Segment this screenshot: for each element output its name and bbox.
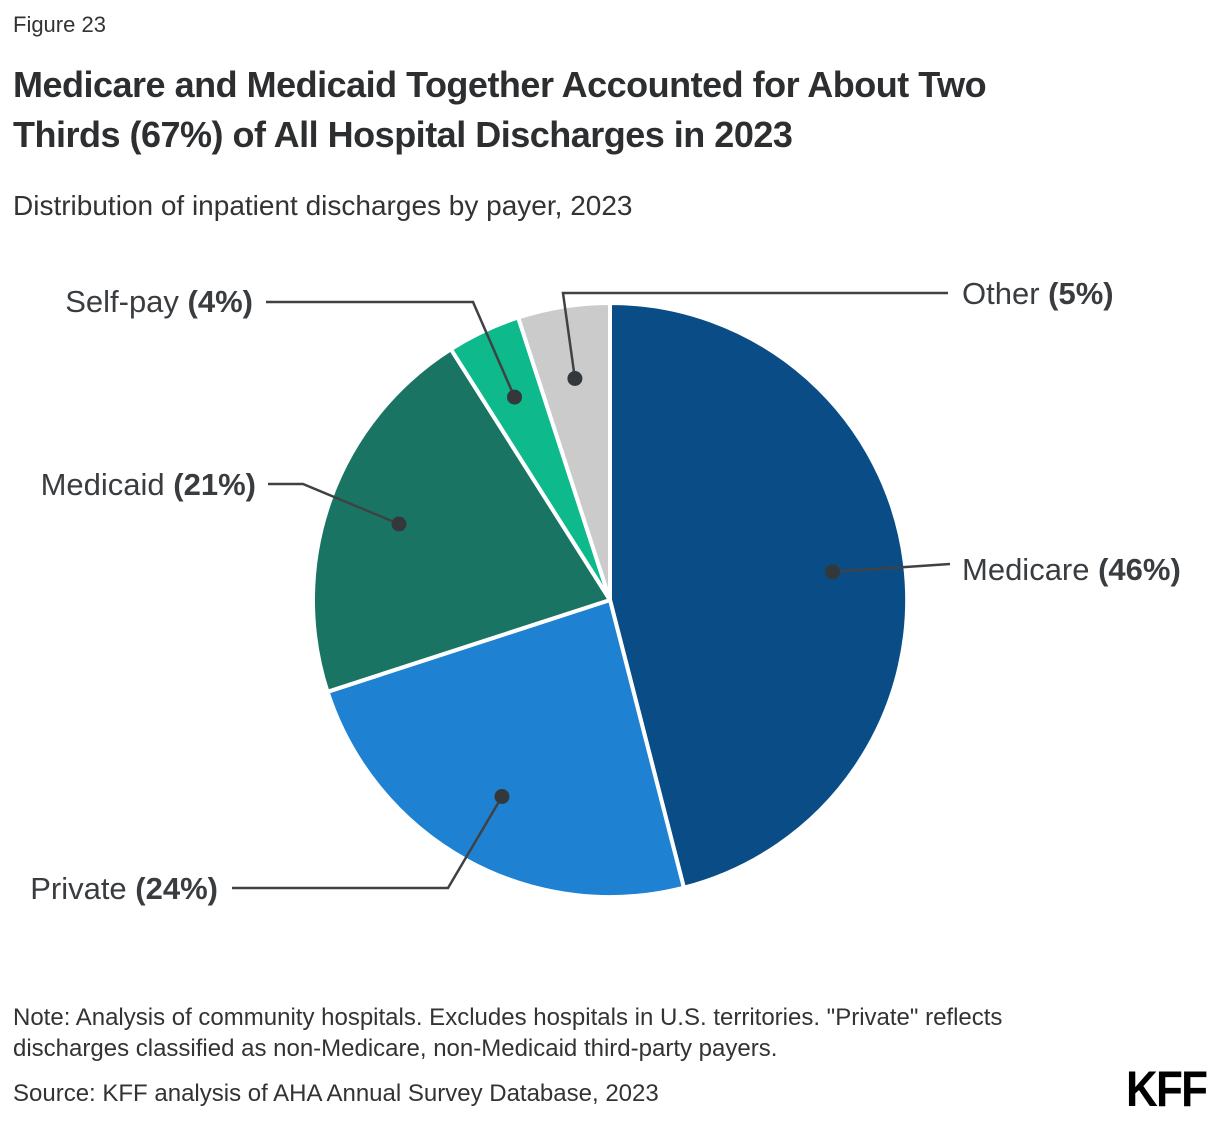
slice-label-name: Other [962,276,1049,311]
slice-label-other: Other (5%) [962,273,1114,315]
kff-logo: KFF [1125,1061,1208,1117]
note-line1: Note: Analysis of community hospitals. E… [13,1004,1003,1031]
slice-label-name: Medicaid [40,467,174,502]
slice-label-self-pay: Self-pay (4%) [65,281,253,323]
leader-line-self-pay [266,300,516,398]
chart-title: Medicare and Medicaid Together Accounted… [13,60,987,160]
leader-line-medicaid [268,482,400,526]
leader-dot-medicaid [391,516,407,532]
slice-label-percent: (24%) [135,871,218,906]
pie-slice-medicaid [310,347,612,694]
chart-subtitle: Distribution of inpatient discharges by … [13,190,633,221]
note-text: Note: Analysis of community hospitals. E… [13,1002,1002,1064]
note-line2: discharges classified as non-Medicare, n… [13,1035,778,1062]
slice-label-percent: (4%) [187,284,253,319]
slice-label-name: Medicare [962,552,1099,587]
slice-label-medicare: Medicare (46%) [962,549,1181,591]
pie-slice-private [325,598,686,900]
slice-label-medicaid: Medicaid (21%) [41,464,256,506]
leader-dot-private [494,789,510,804]
pie-slice-medicare [608,301,910,890]
pie-slice-other [516,300,612,602]
slice-label-percent: (5%) [1048,276,1114,311]
pie-chart-area: Medicare (46%) Private (24%) Medicaid (21%… [0,240,1220,1000]
leader-line-medicare [832,562,951,574]
pie-chart [232,291,951,900]
chart-title-line1: Medicare and Medicaid Together Accounted… [13,64,987,105]
leader-line-private [232,795,504,890]
source-text: Source: KFF analysis of AHA Annual Surve… [13,1080,659,1107]
slice-label-percent: (46%) [1098,552,1181,587]
leader-dot-medicare [825,564,840,580]
leader-dot-self-pay [507,389,522,405]
slice-label-private: Private (24%) [30,868,218,910]
slice-label-percent: (21%) [173,467,256,502]
slice-label-name: Self-pay [65,284,188,319]
chart-title-line2: Thirds (67%) of All Hospital Discharges … [13,114,793,155]
slice-label-name: Private [30,871,136,906]
figure-label: Figure 23 [13,12,106,37]
leader-dot-other [567,371,583,386]
leader-line-other [561,291,948,379]
